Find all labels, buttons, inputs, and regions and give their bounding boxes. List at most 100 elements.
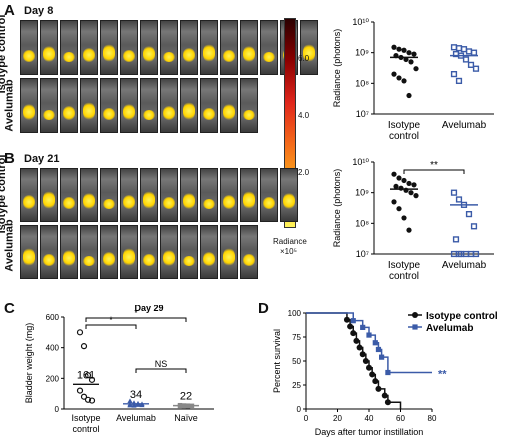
data-point bbox=[396, 46, 402, 52]
survival-marker bbox=[350, 318, 356, 324]
x-category-label: control bbox=[389, 131, 419, 142]
x-category-label: Avelumab bbox=[116, 413, 156, 423]
data-point bbox=[460, 46, 468, 53]
mouse-image bbox=[220, 168, 238, 222]
tumor-signal bbox=[303, 44, 315, 62]
tumor-signal bbox=[163, 197, 175, 209]
tumor-signal bbox=[63, 250, 75, 266]
tumor-signal bbox=[183, 48, 195, 62]
mouse-image bbox=[160, 78, 178, 133]
y-tick-label: 10⁸ bbox=[355, 78, 369, 88]
mouse-image bbox=[160, 225, 178, 279]
data-point bbox=[396, 206, 402, 212]
data-point bbox=[88, 397, 96, 404]
data-point bbox=[408, 59, 414, 65]
data-point bbox=[467, 61, 475, 68]
mouse-image bbox=[80, 78, 98, 133]
tumor-signal bbox=[243, 46, 255, 62]
tumor-signal bbox=[83, 193, 95, 209]
tumor-signal bbox=[83, 102, 95, 120]
mouse-image bbox=[40, 168, 58, 222]
mouse-image bbox=[240, 168, 258, 222]
data-point bbox=[455, 250, 463, 258]
tumor-signal bbox=[123, 104, 135, 120]
significance-label: ** bbox=[438, 369, 447, 381]
survival-marker bbox=[347, 323, 354, 330]
mouse-image bbox=[60, 168, 78, 222]
data-point bbox=[408, 190, 414, 196]
panel-b-isotype-images bbox=[20, 168, 298, 222]
tumor-signal bbox=[23, 195, 35, 209]
colorbar-label-line1: Radiance bbox=[273, 237, 307, 246]
mouse-image bbox=[200, 168, 218, 222]
significance-bracket bbox=[135, 368, 187, 373]
data-point bbox=[76, 329, 84, 336]
data-point bbox=[84, 396, 92, 403]
tumor-signal bbox=[63, 52, 75, 62]
tumor-signal bbox=[163, 250, 175, 266]
colorbar-label-line2: ×10⁵ bbox=[280, 247, 297, 256]
y-axis-label: Radiance (photons) bbox=[332, 169, 342, 248]
tumor-signal bbox=[103, 252, 115, 266]
data-point bbox=[401, 215, 407, 221]
mouse-image bbox=[180, 20, 198, 75]
mouse-image bbox=[240, 225, 258, 279]
data-point bbox=[391, 199, 397, 205]
data-point bbox=[470, 49, 478, 56]
data-point bbox=[472, 65, 480, 72]
data-point bbox=[450, 44, 458, 51]
panel-letter-c: C bbox=[4, 300, 15, 317]
data-point bbox=[403, 56, 409, 63]
data-point bbox=[462, 56, 470, 63]
survival-marker bbox=[356, 344, 363, 351]
panel-a-row2-label: Avelumab bbox=[3, 79, 16, 132]
y-axis-label: Percent survival bbox=[272, 329, 282, 393]
tumor-signal bbox=[63, 197, 75, 209]
mouse-image bbox=[100, 168, 118, 222]
mouse-image bbox=[240, 20, 258, 75]
y-tick-label: 10⁹ bbox=[355, 188, 369, 198]
data-point bbox=[80, 343, 88, 350]
legend-swatch-marker bbox=[412, 324, 418, 330]
mouse-image bbox=[120, 225, 138, 279]
tumor-signal bbox=[203, 252, 215, 266]
data-point bbox=[406, 227, 412, 233]
survival-marker bbox=[379, 354, 385, 360]
data-point bbox=[403, 187, 409, 193]
data-point bbox=[391, 71, 397, 77]
tumor-signal bbox=[263, 52, 275, 62]
survival-marker bbox=[372, 340, 378, 346]
colorbar-tick-4: 4.0 bbox=[298, 111, 310, 120]
data-point bbox=[401, 47, 407, 53]
x-category-label: Naïve bbox=[174, 413, 198, 423]
tumor-signal bbox=[263, 197, 275, 209]
data-point bbox=[76, 387, 84, 394]
tumor-signal bbox=[203, 108, 215, 120]
y-tick-label: 200 bbox=[46, 374, 60, 383]
data-point bbox=[413, 193, 419, 199]
y-tick-label: 10⁹ bbox=[355, 48, 369, 58]
survival-marker bbox=[353, 337, 360, 344]
tumor-signal bbox=[143, 254, 155, 266]
mouse-image bbox=[180, 168, 198, 222]
tumor-signal bbox=[223, 248, 235, 266]
mouse-image bbox=[200, 78, 218, 133]
data-point bbox=[455, 196, 463, 203]
y-axis-label: Bladder weight (mg) bbox=[24, 323, 34, 404]
mouse-image bbox=[80, 225, 98, 279]
tumor-signal bbox=[23, 104, 35, 120]
tumor-signal bbox=[83, 256, 95, 266]
tumor-signal bbox=[223, 50, 235, 62]
mouse-image bbox=[80, 20, 98, 75]
tumor-signal bbox=[163, 52, 175, 62]
y-tick-label: 400 bbox=[46, 344, 60, 353]
mouse-image bbox=[200, 20, 218, 75]
x-tick-label: 0 bbox=[304, 414, 309, 423]
mouse-image bbox=[20, 225, 38, 279]
y-tick-label: 10¹⁰ bbox=[352, 17, 369, 27]
mouse-image bbox=[260, 20, 278, 75]
mouse-image bbox=[180, 78, 198, 133]
significance-label: ** bbox=[430, 160, 438, 171]
data-point bbox=[465, 48, 473, 55]
y-tick-label: 10⁷ bbox=[356, 249, 369, 259]
